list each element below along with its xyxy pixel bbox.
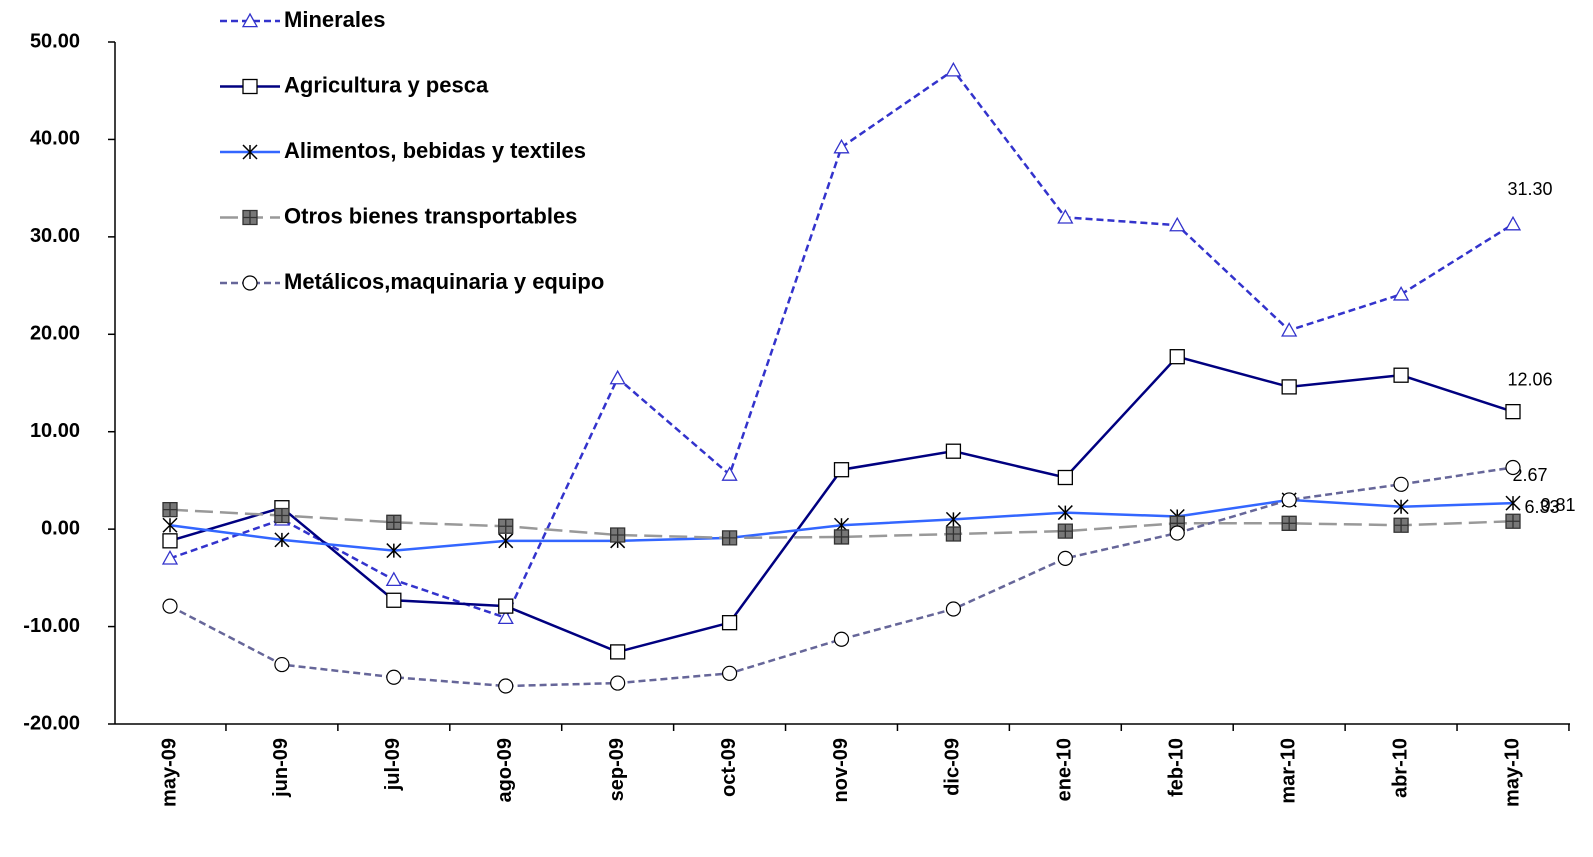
marker (610, 527, 626, 543)
marker (161, 550, 179, 565)
y-tick-label: 40.00 (30, 128, 80, 150)
legend-marker (242, 78, 258, 95)
marker (162, 517, 178, 533)
legend-marker (242, 275, 258, 291)
data-label: 0.81 (1540, 495, 1575, 515)
legend-marker (242, 144, 258, 160)
marker (1393, 367, 1409, 383)
legend-marker (242, 209, 258, 226)
x-tick-label: feb-10 (1166, 738, 1188, 797)
legend-label: Minerales (284, 7, 386, 32)
marker (1057, 209, 1074, 224)
marker (498, 518, 514, 534)
data-label: 12.06 (1507, 369, 1552, 389)
marker (1505, 403, 1521, 420)
marker (1505, 459, 1521, 476)
x-tick-label: sep-09 (606, 738, 628, 801)
y-tick-label: -20.00 (23, 712, 80, 734)
series-line (169, 355, 1514, 654)
marker (274, 532, 290, 548)
marker (610, 644, 626, 660)
marker (497, 609, 514, 625)
marker (1505, 513, 1521, 529)
x-tick-label: may-10 (1501, 738, 1523, 807)
data-label: 2.67 (1512, 465, 1547, 485)
y-tick-label: 20.00 (30, 323, 80, 345)
marker (1281, 322, 1298, 337)
marker (1169, 216, 1186, 232)
x-tick-label: may-09 (158, 738, 180, 807)
y-tick-label: 0.00 (41, 517, 80, 539)
marker (1057, 505, 1073, 521)
marker (162, 533, 178, 549)
marker (945, 526, 962, 542)
marker (833, 462, 850, 478)
marker (945, 443, 962, 459)
y-tick-label: -10.00 (23, 615, 80, 637)
marker (1505, 495, 1521, 511)
x-tick-label: abr-10 (1389, 738, 1411, 798)
marker (721, 615, 738, 631)
marker (721, 530, 738, 546)
legend-label: Alimentos, bebidas y textiles (284, 138, 586, 163)
data-label: 31.30 (1507, 179, 1552, 199)
marker (1393, 476, 1409, 492)
x-tick-label: oct-09 (718, 738, 740, 797)
legend-marker (241, 12, 259, 28)
marker (609, 369, 626, 385)
legend-label: Otros bienes transportables (284, 203, 577, 228)
marker (1504, 215, 1522, 231)
marker (1169, 349, 1185, 365)
marker (274, 656, 290, 673)
marker (1169, 525, 1185, 541)
legend-label: Metálicos,maquinaria y equipo (284, 269, 604, 294)
x-tick-label: ene-10 (1054, 738, 1076, 801)
marker (1393, 517, 1409, 533)
marker (498, 533, 514, 549)
y-tick-label: 10.00 (30, 420, 80, 442)
marker (162, 598, 178, 614)
marker (386, 592, 402, 608)
marker (833, 631, 850, 647)
marker (1281, 515, 1297, 531)
x-tick-label: nov-09 (830, 738, 852, 802)
marker (385, 571, 402, 587)
data-label: 6.33 (1524, 497, 1559, 517)
marker (1281, 379, 1297, 395)
marker (386, 543, 402, 559)
marker (1057, 550, 1073, 566)
marker (945, 511, 961, 527)
marker (1281, 492, 1297, 508)
marker (1057, 523, 1073, 539)
marker (833, 529, 850, 545)
y-tick-label: 30.00 (30, 225, 80, 247)
marker (386, 514, 402, 530)
marker (610, 675, 626, 691)
x-tick-label: ago-09 (494, 738, 516, 802)
legend-label: Agricultura y pesca (284, 72, 489, 97)
marker (498, 678, 514, 694)
marker (386, 669, 402, 685)
marker (945, 61, 962, 77)
marker (498, 598, 514, 614)
marker (1057, 469, 1073, 486)
marker (721, 466, 738, 481)
marker (1392, 286, 1410, 301)
marker (162, 502, 178, 518)
x-tick-label: mar-10 (1277, 738, 1299, 804)
marker (1393, 499, 1409, 515)
x-tick-label: dic-09 (942, 738, 964, 796)
marker (721, 665, 738, 681)
y-tick-label: 50.00 (30, 30, 80, 52)
marker (833, 138, 850, 154)
marker (945, 601, 962, 617)
x-tick-label: jun-09 (270, 738, 292, 798)
x-tick-label: jul-09 (382, 738, 404, 791)
marker (274, 507, 290, 524)
